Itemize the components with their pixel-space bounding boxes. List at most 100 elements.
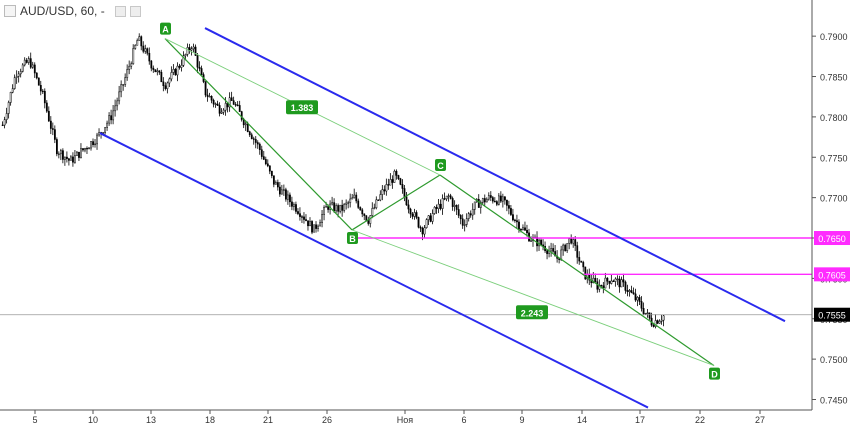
candle-body	[238, 105, 241, 112]
candle-body	[5, 113, 8, 120]
candle-body	[411, 213, 414, 217]
candle-body	[648, 312, 651, 319]
candle-body	[325, 206, 328, 208]
candle-body	[584, 266, 587, 280]
candle-body	[425, 219, 428, 228]
candle-body	[600, 284, 603, 287]
time-tick-label: 26	[322, 415, 332, 425]
candle-body	[76, 151, 78, 156]
candle-body	[483, 198, 486, 203]
candle-body	[461, 218, 464, 226]
collapse-icon[interactable]	[4, 5, 16, 17]
pattern-point-label: B	[349, 234, 356, 244]
candle-body	[55, 139, 58, 155]
candle-body	[656, 320, 659, 324]
time-tick-label: 6	[461, 415, 466, 425]
candle-body	[409, 208, 412, 215]
candle-body	[204, 81, 207, 96]
candle-body	[562, 244, 565, 251]
candle-body	[230, 97, 233, 101]
candle-body	[512, 214, 514, 221]
candle-body	[266, 163, 269, 167]
candle-body	[576, 245, 579, 258]
candle-body	[518, 221, 520, 230]
eye-icon[interactable]	[129, 5, 141, 17]
candle-body	[3, 119, 6, 126]
drawings[interactable]	[0, 27, 812, 409]
channel-lower-line	[99, 132, 649, 409]
candle-body	[630, 290, 633, 293]
candle-body	[295, 204, 297, 212]
ratio-label: 1.383	[291, 103, 314, 113]
candle-body	[644, 312, 647, 315]
candle-body	[188, 47, 191, 51]
candle-body	[638, 297, 641, 302]
candle-body	[98, 132, 100, 136]
candle-body	[552, 248, 555, 252]
candle-body	[142, 45, 145, 52]
candle-body	[162, 81, 165, 87]
candle-body	[21, 64, 24, 72]
candle-body	[431, 213, 434, 222]
candle-body	[379, 194, 382, 201]
candle-body	[632, 292, 635, 295]
candle-body	[315, 224, 317, 229]
time-tick-label: 9	[519, 415, 524, 425]
time-tick-label: 27	[755, 415, 765, 425]
candle-body	[106, 122, 109, 128]
time-tick-label: 14	[577, 415, 587, 425]
candle-body	[339, 204, 342, 212]
price-tick-label: 0.7750	[820, 153, 848, 163]
candle-body	[108, 115, 111, 124]
candle-body	[272, 175, 275, 185]
candle-body	[415, 212, 418, 218]
candle-body	[514, 219, 516, 222]
candle-body	[626, 290, 629, 292]
candle-body	[94, 143, 96, 145]
candle-body	[307, 220, 309, 227]
candle-body	[363, 213, 366, 216]
candle-body	[90, 141, 92, 149]
chart-header: AUD/USD, 60, -	[0, 2, 141, 20]
candle-body	[170, 72, 173, 80]
candle-body	[303, 216, 305, 220]
candle-body	[660, 319, 663, 322]
candle-body	[493, 200, 496, 203]
pattern-leg-line	[164, 38, 353, 231]
candle-body	[23, 59, 26, 66]
candle-body	[118, 91, 121, 102]
candle-body	[62, 150, 64, 160]
candle-body	[311, 221, 313, 233]
candle-body	[371, 208, 374, 216]
time-tick-label: 13	[146, 415, 156, 425]
time-tick-label: 10	[88, 415, 98, 425]
channel-upper-line	[204, 27, 786, 323]
candle-body	[285, 189, 287, 200]
candle-body	[313, 224, 315, 233]
candle-body	[459, 215, 462, 220]
candle-body	[45, 102, 48, 112]
candle-body	[407, 204, 410, 210]
candle-body	[240, 111, 243, 120]
candle-body	[331, 202, 334, 205]
candle-body	[74, 155, 76, 163]
candle-body	[403, 188, 406, 197]
candle-body	[104, 127, 107, 133]
candle-body	[421, 227, 424, 235]
candle-body	[31, 64, 34, 68]
candle-body	[114, 105, 117, 112]
candle-body	[11, 88, 14, 93]
candle-body	[662, 315, 665, 321]
pattern-point-marker	[435, 159, 446, 172]
candle-body	[323, 206, 326, 215]
candle-body	[381, 189, 384, 195]
candle-body	[489, 195, 492, 198]
candle-body	[443, 198, 446, 200]
price-tick-label: 0.7700	[820, 194, 848, 204]
candle-body	[453, 204, 456, 207]
candle-body	[254, 139, 257, 143]
candle-body	[144, 48, 147, 52]
settings-icon[interactable]	[114, 5, 126, 17]
